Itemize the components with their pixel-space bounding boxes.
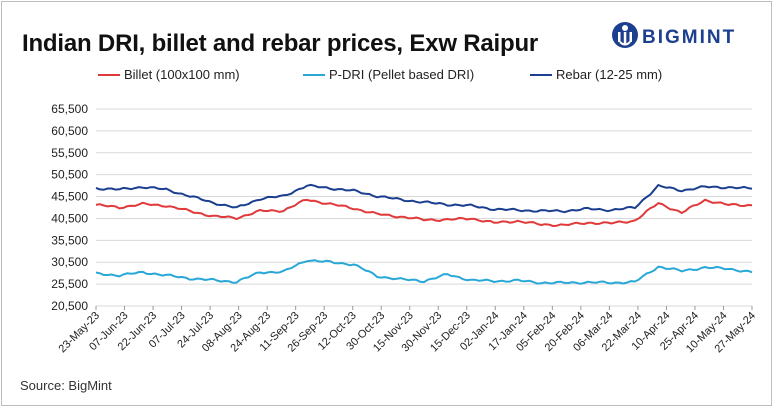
legend-swatch-billet (98, 73, 120, 76)
legend-label-pdri: P-DRI (Pellet based DRI) (329, 67, 475, 82)
source-note: Source: BigMint (20, 378, 112, 393)
y-tick-label: 50,500 (51, 168, 88, 182)
series-line-0 (95, 198, 753, 227)
legend-item-pdri: P-DRI (Pellet based DRI) (303, 67, 474, 82)
chart-title: Indian DRI, billet and rebar prices, Exw… (22, 30, 539, 57)
brand-name: BIGMINT (642, 27, 737, 48)
series-lines (95, 183, 753, 285)
y-tick-label: 65,500 (51, 102, 88, 116)
series-line-2 (95, 183, 753, 214)
y-tick-label: 20,500 (51, 299, 88, 313)
legend-label-rebar: Rebar (12-25 mm) (556, 67, 663, 82)
y-tick-label: 30,500 (51, 255, 88, 269)
y-tick-label: 40,500 (51, 211, 88, 225)
y-tick-label: 25,500 (51, 277, 88, 291)
legend-item-rebar: Rebar (12-25 mm) (530, 67, 662, 82)
y-tick-label: 35,500 (51, 233, 88, 247)
grid-lines (96, 108, 752, 307)
y-tick-label: 45,500 (51, 190, 88, 204)
brand-logo: BIGMINT (610, 18, 760, 58)
legend-swatch-pdri (303, 73, 325, 76)
y-tick-label: 55,500 (51, 146, 88, 160)
y-tick-label: 60,500 (51, 124, 88, 138)
x-axis: 23-May-2307-Jun-2322-Jun-2307-Jul-2324-J… (56, 306, 758, 355)
series-line-1 (95, 259, 753, 285)
legend-label-billet: Billet (100x100 mm) (124, 67, 240, 82)
y-axis: 65,500 60,500 55,500 50,500 45,500 40,500 35,5… (51, 102, 88, 313)
legend-item-billet: Billet (100x100 mm) (98, 67, 240, 82)
chart-legend: Billet (100x100 mm) P-DRI (Pellet based … (0, 67, 775, 85)
bigmint-logo-icon (612, 22, 638, 48)
legend-swatch-rebar (530, 73, 552, 76)
